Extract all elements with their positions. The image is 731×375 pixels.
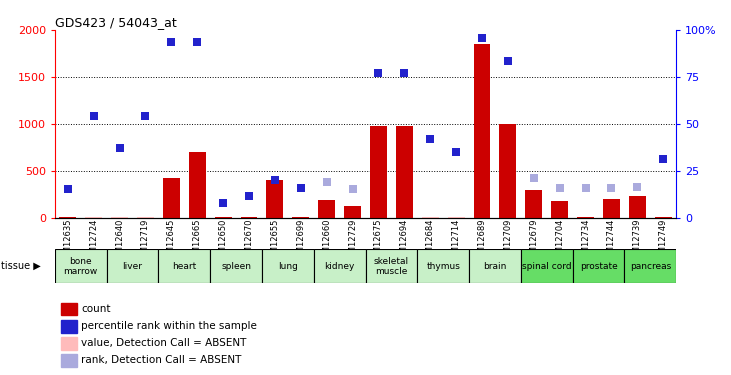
Bar — [163, 178, 180, 218]
Bar — [61, 354, 77, 367]
Bar — [262, 249, 314, 283]
Bar — [267, 180, 284, 218]
Text: kidney: kidney — [325, 262, 355, 271]
Bar — [366, 249, 417, 283]
Bar — [61, 303, 77, 315]
Text: brain: brain — [483, 262, 507, 271]
Text: spleen: spleen — [221, 262, 251, 271]
Bar — [551, 201, 568, 217]
Bar — [603, 199, 620, 217]
Bar — [499, 124, 516, 218]
Text: heart: heart — [172, 262, 197, 271]
Bar — [572, 249, 624, 283]
Text: GDS423 / 54043_at: GDS423 / 54043_at — [55, 16, 177, 29]
Bar — [314, 249, 366, 283]
Text: rank, Detection Call = ABSENT: rank, Detection Call = ABSENT — [81, 356, 241, 365]
Bar — [318, 200, 335, 217]
Bar — [61, 337, 77, 350]
Bar — [624, 249, 676, 283]
Bar — [417, 249, 469, 283]
Bar — [211, 249, 262, 283]
Text: bone
marrow: bone marrow — [64, 256, 98, 276]
Text: value, Detection Call = ABSENT: value, Detection Call = ABSENT — [81, 338, 246, 348]
Text: spinal cord: spinal cord — [522, 262, 572, 271]
Text: thymus: thymus — [426, 262, 460, 271]
Bar — [526, 190, 542, 217]
Text: prostate: prostate — [580, 262, 618, 271]
Bar — [159, 249, 211, 283]
Bar — [107, 249, 159, 283]
Bar — [189, 152, 205, 217]
Bar — [370, 126, 387, 218]
Bar — [396, 126, 413, 218]
Text: pancreas: pancreas — [629, 262, 671, 271]
Text: lung: lung — [278, 262, 298, 271]
Text: percentile rank within the sample: percentile rank within the sample — [81, 321, 257, 331]
Bar — [521, 249, 572, 283]
Bar — [469, 249, 520, 283]
Bar — [55, 249, 107, 283]
Bar — [344, 206, 361, 218]
Text: tissue ▶: tissue ▶ — [1, 261, 41, 271]
Text: liver: liver — [123, 262, 143, 271]
Text: skeletal
muscle: skeletal muscle — [374, 256, 409, 276]
Bar — [61, 320, 77, 333]
Bar — [629, 196, 645, 217]
Bar — [474, 44, 491, 218]
Text: count: count — [81, 304, 110, 314]
